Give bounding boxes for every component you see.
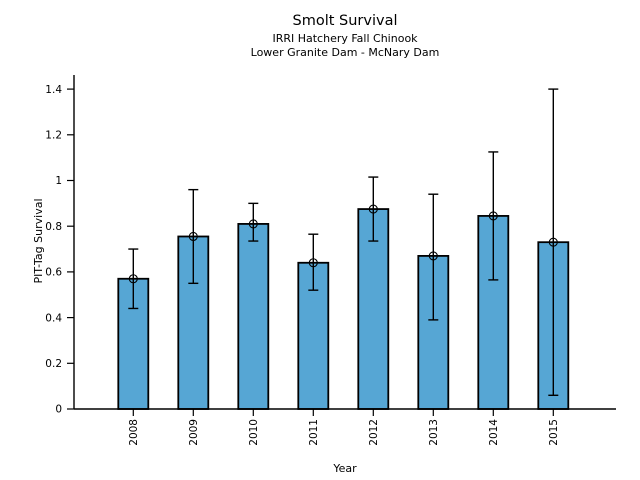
x-axis-label: Year: [333, 462, 357, 475]
y-tick-label: 1.4: [45, 84, 62, 96]
y-tick-label: 1: [55, 175, 62, 187]
chart-subtitle-line1: IRRI Hatchery Fall Chinook: [272, 32, 418, 45]
x-tick-label: 2015: [548, 419, 560, 446]
x-tick-label: 2012: [368, 419, 380, 446]
x-tick-label: 2008: [128, 419, 140, 446]
y-tick-label: 0.4: [45, 312, 62, 324]
x-tick-label: 2014: [488, 419, 500, 446]
x-tick-label: 2010: [248, 419, 260, 446]
chart-title: Smolt Survival: [292, 13, 398, 29]
y-tick-label: 0: [55, 404, 62, 416]
chart-subtitle-line2: Lower Granite Dam - McNary Dam: [250, 46, 440, 59]
bar: [357, 208, 390, 410]
y-tick-label: 0.6: [45, 267, 62, 279]
y-tick-label: 1.2: [45, 130, 62, 142]
y-tick-label: 0.2: [45, 358, 62, 370]
x-tick-label: 2013: [428, 419, 440, 446]
bar: [237, 223, 270, 410]
x-tick-label: 2011: [308, 419, 320, 446]
y-tick-label: 0.8: [45, 221, 62, 233]
x-tick-label: 2009: [188, 419, 200, 446]
